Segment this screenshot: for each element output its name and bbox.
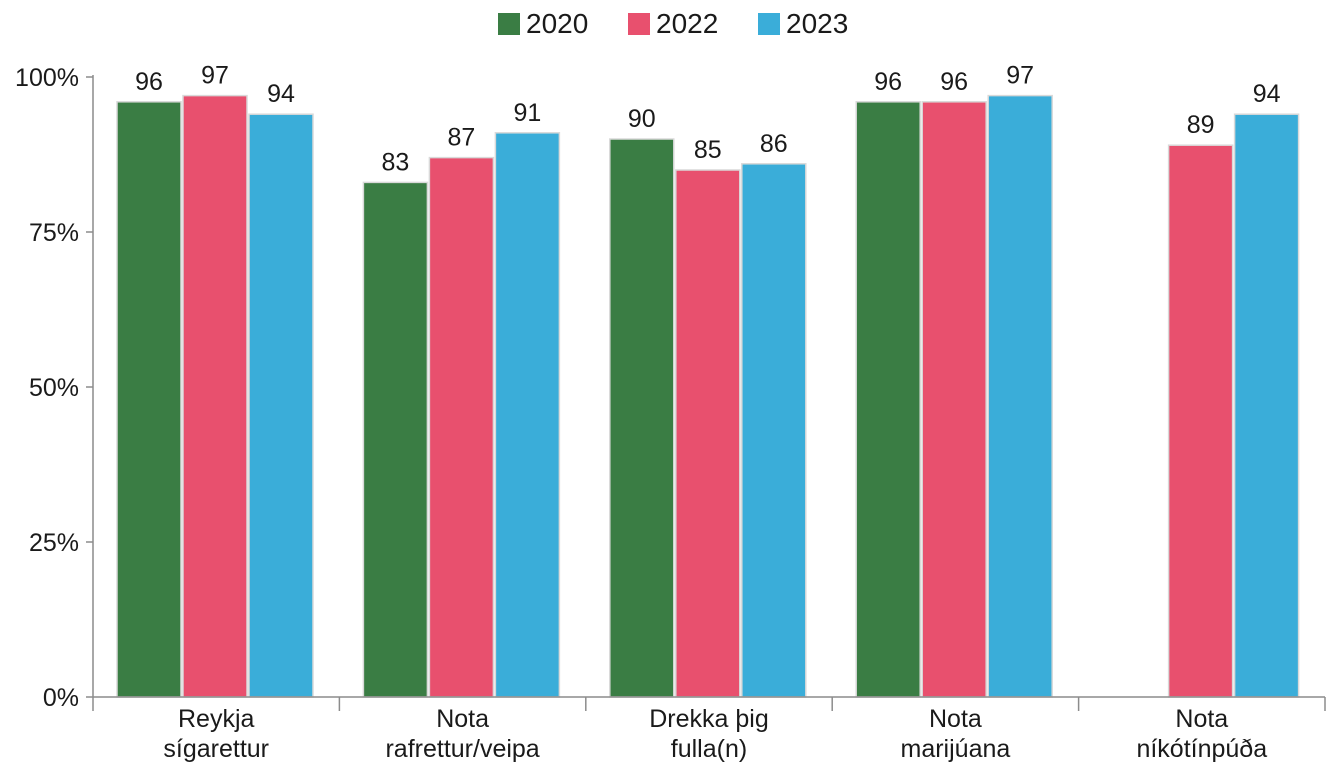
bar-2022 bbox=[428, 156, 495, 698]
bar-2023 bbox=[1233, 113, 1300, 698]
legend-swatch-2020 bbox=[498, 13, 520, 35]
x-category-label: Nota bbox=[929, 705, 982, 733]
bar-2020 bbox=[855, 101, 921, 698]
bar-2020 bbox=[116, 101, 182, 698]
y-tick-label: 0% bbox=[43, 684, 79, 712]
legend-swatch-2022 bbox=[628, 13, 650, 35]
legend-swatch-2023 bbox=[758, 13, 780, 35]
legend-label-2022: 2022 bbox=[656, 8, 718, 39]
x-category-label: Nota bbox=[436, 705, 489, 733]
bar-value-label: 89 bbox=[1187, 111, 1215, 139]
bar-2022 bbox=[675, 169, 741, 698]
bar-2022 bbox=[921, 101, 987, 698]
x-axis: ReykjasígaretturNotarafrettur/veipaDrekk… bbox=[92, 696, 1326, 763]
bar-value-label: 96 bbox=[874, 68, 902, 96]
bar-value-label: 97 bbox=[1006, 62, 1034, 90]
x-category-label: Drekka þig bbox=[649, 705, 769, 733]
bar-value-label: 96 bbox=[135, 68, 163, 96]
legend-label-2020: 2020 bbox=[526, 8, 588, 39]
bar-value-label: 87 bbox=[447, 124, 475, 152]
bar-value-label: 85 bbox=[694, 136, 722, 164]
x-category-label: marijúana bbox=[901, 735, 1011, 763]
bar-value-label: 97 bbox=[201, 62, 229, 90]
bar-2020 bbox=[609, 138, 675, 698]
x-category-label: Reykja bbox=[178, 705, 255, 733]
bar-2022 bbox=[1167, 144, 1234, 698]
x-category-label: fulla(n) bbox=[671, 735, 747, 763]
bar-value-label: 83 bbox=[381, 148, 409, 176]
bar-value-label: 91 bbox=[513, 99, 541, 127]
bar-value-label: 94 bbox=[267, 80, 295, 108]
y-axis: 0% 25% 50% 75% 100% bbox=[15, 64, 94, 712]
y-tick-label: 100% bbox=[15, 64, 79, 92]
bar-2023 bbox=[741, 163, 807, 698]
bars bbox=[116, 94, 1300, 698]
bar-value-label: 90 bbox=[628, 105, 656, 133]
bar-2023 bbox=[494, 132, 561, 698]
x-category-label: Nota bbox=[1175, 705, 1228, 733]
bar-value-label: 96 bbox=[940, 68, 968, 96]
legend-label-2023: 2023 bbox=[786, 8, 848, 39]
y-tick-label: 75% bbox=[29, 219, 79, 247]
bar-value-label: 86 bbox=[760, 130, 788, 158]
bar-2020 bbox=[362, 181, 429, 698]
y-tick-label: 50% bbox=[29, 374, 79, 402]
legend: 2020 2022 2023 bbox=[498, 8, 848, 39]
y-tick-label: 25% bbox=[29, 529, 79, 557]
bar-2023 bbox=[248, 113, 314, 698]
bar-2022 bbox=[182, 94, 248, 698]
bar-2023 bbox=[987, 94, 1053, 698]
data-labels: 96 97 94 83 87 91 90 85 86 96 96 97 89 94 bbox=[135, 62, 1281, 177]
bar-value-label: 94 bbox=[1253, 80, 1281, 108]
x-category-label: rafrettur/veipa bbox=[385, 735, 539, 763]
x-category-label: sígarettur bbox=[163, 735, 269, 763]
x-category-label: níkótínpúða bbox=[1136, 735, 1267, 763]
